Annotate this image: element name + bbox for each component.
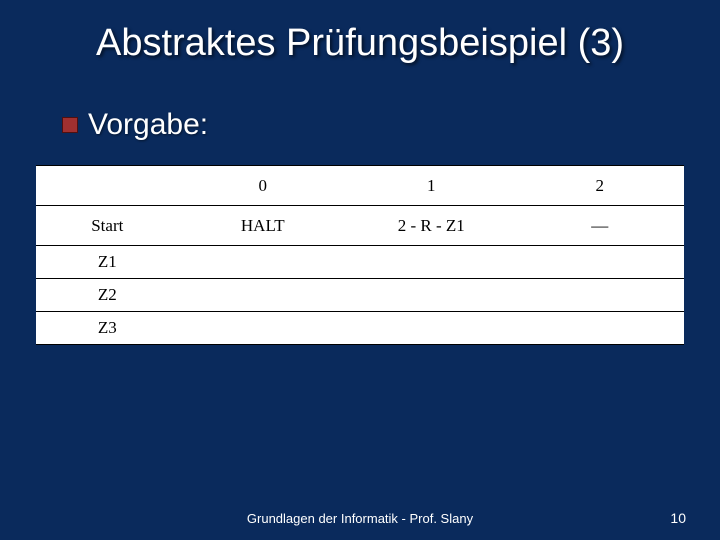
table-row: Z3 bbox=[36, 312, 684, 345]
table-cell bbox=[347, 246, 515, 279]
table-cell: 2 - R - Z1 bbox=[347, 206, 515, 246]
table-cell: Z3 bbox=[36, 312, 179, 345]
table-header-cell: 1 bbox=[347, 166, 515, 206]
table-header-cell: 2 bbox=[515, 166, 684, 206]
table-header-cell bbox=[36, 166, 179, 206]
table-header-cell: 0 bbox=[179, 166, 347, 206]
turing-table: 0 1 2 Start HALT 2 - R - Z1 — Z1 Z2 bbox=[36, 165, 684, 345]
table-cell bbox=[347, 279, 515, 312]
table-cell bbox=[179, 279, 347, 312]
bullet-text: Vorgabe: bbox=[88, 108, 208, 142]
table-cell bbox=[179, 246, 347, 279]
table-cell bbox=[515, 279, 684, 312]
table-row: Start HALT 2 - R - Z1 — bbox=[36, 206, 684, 246]
bullet-item: Vorgabe: bbox=[62, 108, 208, 142]
table-cell: HALT bbox=[179, 206, 347, 246]
bullet-marker-icon bbox=[62, 117, 78, 133]
table-header-row: 0 1 2 bbox=[36, 166, 684, 206]
slide: Abstraktes Prüfungsbeispiel (3) Vorgabe:… bbox=[0, 0, 720, 540]
table-row: Z1 bbox=[36, 246, 684, 279]
table-cell: Z2 bbox=[36, 279, 179, 312]
table-cell: Start bbox=[36, 206, 179, 246]
slide-title: Abstraktes Prüfungsbeispiel (3) bbox=[0, 22, 720, 65]
table-row: Z2 bbox=[36, 279, 684, 312]
table-cell bbox=[347, 312, 515, 345]
footer-text: Grundlagen der Informatik - Prof. Slany bbox=[0, 511, 720, 526]
table-cell bbox=[179, 312, 347, 345]
page-number: 10 bbox=[670, 510, 686, 526]
table: 0 1 2 Start HALT 2 - R - Z1 — Z1 Z2 bbox=[36, 165, 684, 345]
table-cell: Z1 bbox=[36, 246, 179, 279]
table-cell bbox=[515, 312, 684, 345]
table-cell bbox=[515, 246, 684, 279]
table-cell: — bbox=[515, 206, 684, 246]
